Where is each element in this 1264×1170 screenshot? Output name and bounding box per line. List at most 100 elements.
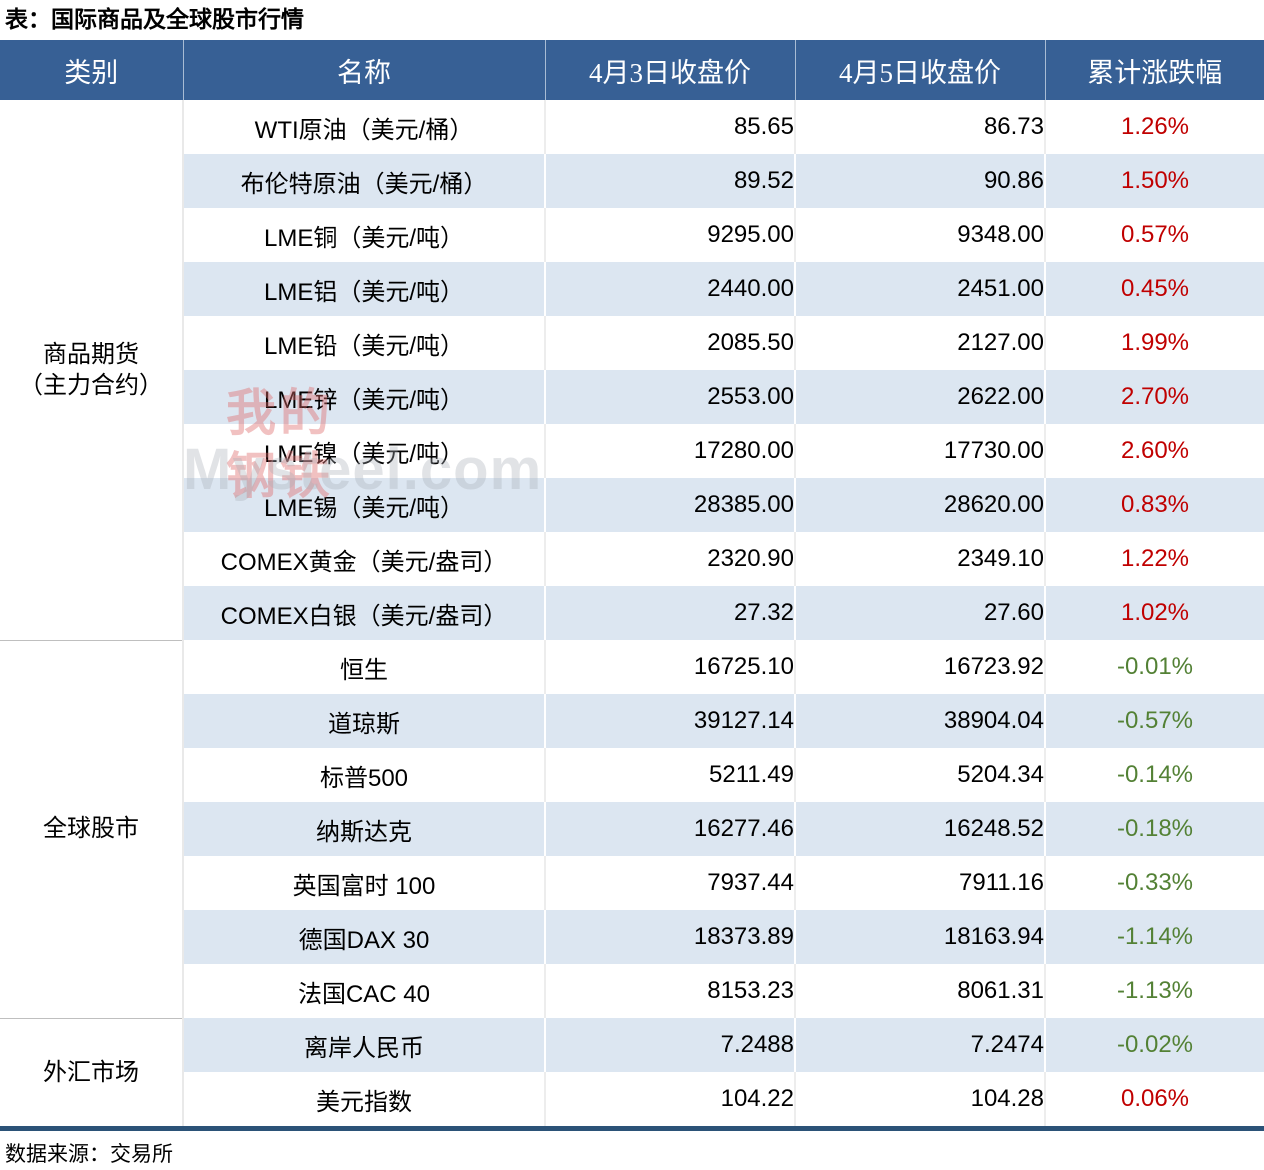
table-row: LME锌（美元/吨） 2553.00 2622.00 2.70%	[0, 370, 1264, 424]
change-percent-cell: 1.50%	[1045, 154, 1264, 208]
instrument-name-cell: LME铝（美元/吨）	[183, 262, 546, 316]
change-percent-cell: -0.33%	[1045, 856, 1264, 910]
apr5-close-cell: 9348.00	[795, 208, 1046, 262]
change-percent-cell: 2.70%	[1045, 370, 1264, 424]
apr3-close-cell: 16725.10	[545, 640, 796, 694]
instrument-name-cell: LME锡（美元/吨）	[183, 478, 546, 532]
column-header: 累计涨跌幅	[1045, 40, 1264, 100]
change-percent-cell: -1.14%	[1045, 910, 1264, 964]
apr3-close-cell: 89.52	[545, 154, 796, 208]
instrument-name-cell: WTI原油（美元/桶）	[183, 100, 546, 154]
apr5-close-cell: 2127.00	[795, 316, 1046, 370]
instrument-name-cell: 德国DAX 30	[183, 910, 546, 964]
market-table: 类别 名称 4月3日收盘价 4月5日收盘价 累计涨跌幅 商品期货 （主力合约） WTI原油（…	[0, 40, 1264, 1131]
apr3-close-cell: 18373.89	[545, 910, 796, 964]
change-percent-cell: 0.83%	[1045, 478, 1264, 532]
change-percent-cell: -0.57%	[1045, 694, 1264, 748]
instrument-name-cell: 英国富时 100	[183, 856, 546, 910]
apr5-close-cell: 16723.92	[795, 640, 1046, 694]
apr3-close-cell: 104.22	[545, 1072, 796, 1129]
table-row: LME锡（美元/吨） 28385.00 28620.00 0.83%	[0, 478, 1264, 532]
apr5-close-cell: 2451.00	[795, 262, 1046, 316]
instrument-name-cell: 布伦特原油（美元/桶）	[183, 154, 546, 208]
table-title: 表：国际商品及全球股市行情	[5, 6, 304, 32]
apr5-close-cell: 2349.10	[795, 532, 1046, 586]
apr5-close-cell: 2622.00	[795, 370, 1046, 424]
change-percent-cell: 2.60%	[1045, 424, 1264, 478]
change-percent-cell: 1.99%	[1045, 316, 1264, 370]
change-percent-cell: -0.01%	[1045, 640, 1264, 694]
apr3-close-cell: 2320.90	[545, 532, 796, 586]
table-row: 德国DAX 30 18373.89 18163.94 -1.14%	[0, 910, 1264, 964]
table-header-row: 类别 名称 4月3日收盘价 4月5日收盘价 累计涨跌幅	[0, 40, 1264, 100]
table-row: 美元指数 104.22 104.28 0.06%	[0, 1072, 1264, 1129]
instrument-name-cell: LME铅（美元/吨）	[183, 316, 546, 370]
category-cell: 商品期货 （主力合约）	[0, 100, 184, 640]
apr3-close-cell: 17280.00	[545, 424, 796, 478]
change-percent-cell: 0.45%	[1045, 262, 1264, 316]
change-percent-cell: 1.02%	[1045, 586, 1264, 640]
apr3-close-cell: 27.32	[545, 586, 796, 640]
category-cell: 全球股市	[0, 639, 184, 1018]
change-percent-cell: 1.26%	[1045, 100, 1264, 154]
apr3-close-cell: 39127.14	[545, 694, 796, 748]
apr5-close-cell: 8061.31	[795, 964, 1046, 1018]
instrument-name-cell: LME铜（美元/吨）	[183, 208, 546, 262]
apr5-close-cell: 18163.94	[795, 910, 1046, 964]
change-percent-cell: 1.22%	[1045, 532, 1264, 586]
table-row: 法国CAC 40 8153.23 8061.31 -1.13%	[0, 964, 1264, 1018]
instrument-name-cell: 恒生	[183, 640, 546, 694]
apr3-close-cell: 5211.49	[545, 748, 796, 802]
apr3-close-cell: 2553.00	[545, 370, 796, 424]
apr3-close-cell: 7.2488	[545, 1018, 796, 1072]
table-row: COMEX白银（美元/盎司） 27.32 27.60 1.02%	[0, 586, 1264, 640]
table-row: 标普500 5211.49 5204.34 -0.14%	[0, 748, 1264, 802]
apr5-close-cell: 7.2474	[795, 1018, 1046, 1072]
table-row: 英国富时 100 7937.44 7911.16 -0.33%	[0, 856, 1264, 910]
apr5-close-cell: 28620.00	[795, 478, 1046, 532]
apr3-close-cell: 28385.00	[545, 478, 796, 532]
apr3-close-cell: 9295.00	[545, 208, 796, 262]
apr5-close-cell: 38904.04	[795, 694, 1046, 748]
column-header: 名称	[183, 40, 546, 100]
change-percent-cell: -0.18%	[1045, 802, 1264, 856]
apr5-close-cell: 5204.34	[795, 748, 1046, 802]
apr5-close-cell: 90.86	[795, 154, 1046, 208]
apr5-close-cell: 104.28	[795, 1072, 1046, 1129]
table-row: 商品期货 （主力合约） WTI原油（美元/桶） 85.65 86.73 1.26%	[0, 100, 1264, 640]
apr3-close-cell: 2085.50	[545, 316, 796, 370]
instrument-name-cell: 法国CAC 40	[183, 964, 546, 1018]
instrument-name-cell: 道琼斯	[183, 694, 546, 748]
table-row: LME铅（美元/吨） 2085.50 2127.00 1.99%	[0, 316, 1264, 370]
instrument-name-cell: 美元指数	[183, 1072, 546, 1129]
table-row: 外汇市场 离岸人民币 7.2488 7.2474 -0.02%	[0, 1017, 1264, 1129]
instrument-name-cell: 纳斯达克	[183, 802, 546, 856]
instrument-name-cell: 标普500	[183, 748, 546, 802]
apr3-close-cell: 85.65	[545, 100, 796, 154]
instrument-name-cell: 离岸人民币	[183, 1018, 546, 1072]
apr5-close-cell: 17730.00	[795, 424, 1046, 478]
instrument-name-cell: COMEX黄金（美元/盎司）	[183, 532, 546, 586]
category-cell: 外汇市场	[0, 1017, 184, 1129]
instrument-name-cell: LME锌（美元/吨）	[183, 370, 546, 424]
column-header: 4月5日收盘价	[795, 40, 1046, 100]
table-row: LME镍（美元/吨） 17280.00 17730.00 2.60%	[0, 424, 1264, 478]
table-row: LME铝（美元/吨） 2440.00 2451.00 0.45%	[0, 262, 1264, 316]
instrument-name-cell: COMEX白银（美元/盎司）	[183, 586, 546, 640]
column-header: 4月3日收盘价	[545, 40, 796, 100]
table-row: LME铜（美元/吨） 9295.00 9348.00 0.57%	[0, 208, 1264, 262]
table-row: 全球股市 恒生 16725.10 16723.92 -0.01%	[0, 639, 1264, 1018]
change-percent-cell: -0.02%	[1045, 1018, 1264, 1072]
change-percent-cell: 0.57%	[1045, 208, 1264, 262]
change-percent-cell: -1.13%	[1045, 964, 1264, 1018]
table-row: 布伦特原油（美元/桶） 89.52 90.86 1.50%	[0, 154, 1264, 208]
instrument-name-cell: LME镍（美元/吨）	[183, 424, 546, 478]
data-source: 数据来源：交易所	[5, 1143, 173, 1166]
column-header: 类别	[0, 40, 184, 100]
apr3-close-cell: 16277.46	[545, 802, 796, 856]
apr5-close-cell: 86.73	[795, 100, 1046, 154]
table-row: COMEX黄金（美元/盎司） 2320.90 2349.10 1.22%	[0, 532, 1264, 586]
table-row: 道琼斯 39127.14 38904.04 -0.57%	[0, 694, 1264, 748]
apr3-close-cell: 2440.00	[545, 262, 796, 316]
